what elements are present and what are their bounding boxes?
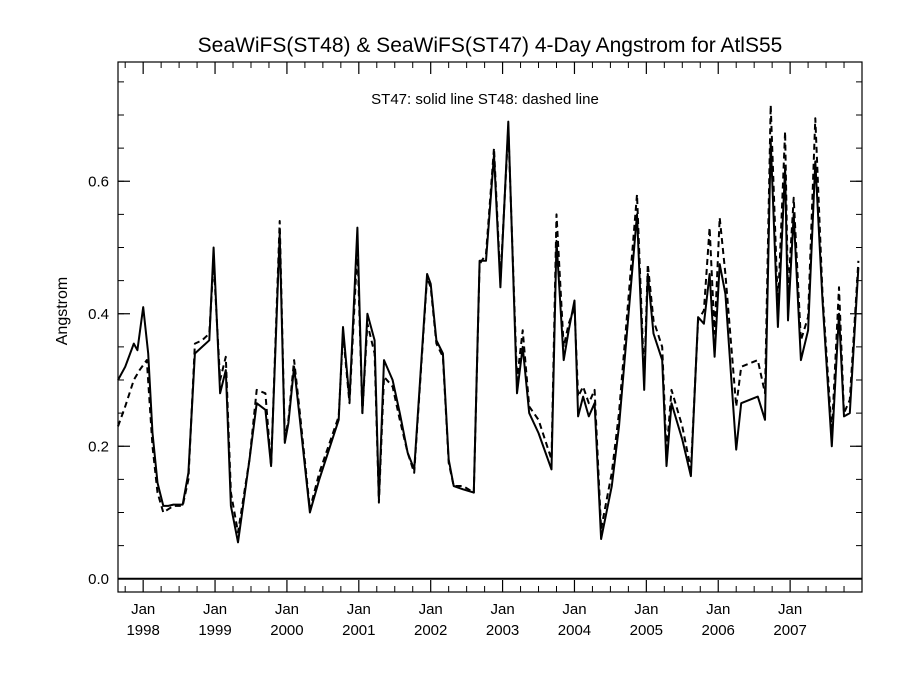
x-tick-month-label: Jan	[490, 601, 514, 618]
x-tick-year-label: 2006	[702, 622, 735, 639]
x-tick-year-label: 2003	[486, 622, 519, 639]
x-tick-month-label: Jan	[347, 601, 371, 618]
chart-title: SeaWiFS(ST48) & SeaWiFS(ST47) 4-Day Angs…	[198, 34, 783, 57]
st47-solid-line	[117, 120, 860, 544]
x-tick-year-label: 2000	[270, 622, 303, 639]
x-tick-year-label: 2001	[342, 622, 375, 639]
st48-dashed-line	[117, 104, 860, 534]
x-tick-month-label: Jan	[275, 601, 299, 618]
x-tick-month-label: Jan	[778, 601, 802, 618]
x-tick-year-label: 2007	[773, 622, 806, 639]
x-tick-month-label: Jan	[419, 601, 443, 618]
x-tick-year-label: 2005	[630, 622, 663, 639]
x-tick-month-label: Jan	[706, 601, 730, 618]
data-lines	[117, 104, 860, 544]
y-tick-label: 0.2	[88, 438, 109, 455]
series-style-annotation: ST47: solid line ST48: dashed line	[371, 91, 599, 108]
x-tick-month-label: Jan	[203, 601, 227, 618]
y-tick-label: 0.4	[88, 306, 109, 323]
x-tick-month-label: Jan	[634, 601, 658, 618]
x-tick-year-label: 2004	[558, 622, 591, 639]
axis-ticks: 0.0 0.2 0.4 0.6 Jan 1998 Jan 1999 Jan 2000 Jan 2001…	[88, 62, 862, 639]
y-tick-label: 0.6	[88, 173, 109, 190]
x-tick-month-label: Jan	[131, 601, 155, 618]
plot-frame	[117, 61, 863, 593]
x-tick-year-label: 1998	[126, 622, 159, 639]
x-tick-month-label: Jan	[562, 601, 586, 618]
x-tick-year-label: 1999	[198, 622, 231, 639]
y-tick-label: 0.0	[88, 571, 109, 588]
x-tick-year-label: 2002	[414, 622, 447, 639]
y-axis-label: Angstrom	[54, 277, 71, 345]
